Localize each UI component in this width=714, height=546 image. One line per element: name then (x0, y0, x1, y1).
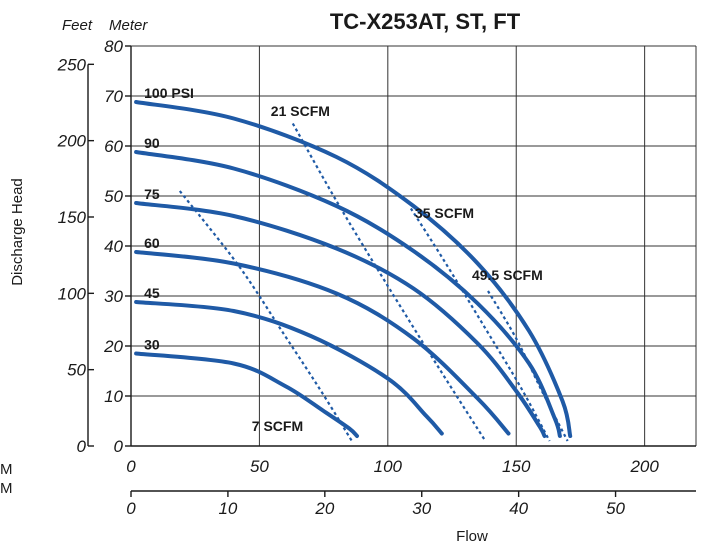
tick-label-meter-0: 0 (114, 437, 124, 456)
tick-label-meter-50: 50 (104, 187, 123, 206)
tick-label-x2-50: 50 (606, 499, 625, 518)
tick-label-meter-10: 10 (104, 387, 123, 406)
curve-60 (134, 250, 511, 436)
tick-label-meter-70: 70 (104, 87, 123, 106)
scfm-label-0: 7 SCFM (252, 418, 303, 434)
scfm-line-2 (409, 207, 551, 442)
scfm-line-1 (291, 122, 487, 442)
tick-label-meter-40: 40 (104, 237, 123, 256)
x-axis-title: Flow (456, 528, 488, 545)
curve-label-4: 45 (144, 285, 160, 301)
chart-title: TC-X253AT, ST, FT (330, 9, 521, 34)
tick-label-feet-150: 150 (58, 208, 87, 227)
tick-label-x-150: 150 (502, 457, 531, 476)
curve-label-0: 100 PSI (144, 85, 194, 101)
tick-label-meter-80: 80 (104, 37, 123, 56)
tick-label-x-200: 200 (629, 457, 659, 476)
axes (87, 46, 696, 492)
tick-label-x2-0: 0 (126, 499, 136, 518)
curve-30 (134, 351, 359, 438)
curve-label-2: 75 (144, 186, 160, 202)
psi-curves (134, 100, 573, 438)
tick-label-feet-0: 0 (77, 437, 87, 456)
scfm-label-3: 49.5 SCFM (472, 267, 543, 283)
stray-label-1: M (0, 461, 13, 478)
grid-lines (131, 45, 697, 446)
tick-label-x2-20: 20 (314, 499, 334, 518)
stray-label-2: M (0, 480, 13, 497)
curve-label-3: 60 (144, 235, 160, 251)
tick-label-x2-40: 40 (509, 499, 528, 518)
tick-label-x2-10: 10 (218, 499, 237, 518)
unit-label-meter: Meter (109, 17, 148, 34)
tick-label-feet-250: 250 (57, 55, 87, 74)
tick-label-x-50: 50 (250, 457, 269, 476)
curve-75 (134, 201, 547, 438)
curve-label-5: 30 (144, 337, 160, 353)
unit-label-feet: Feet (62, 17, 93, 34)
tick-label-meter-60: 60 (104, 137, 123, 156)
tick-label-feet-100: 100 (58, 284, 87, 303)
tick-label-x2-30: 30 (412, 499, 431, 518)
scfm-lines (178, 122, 569, 442)
curve-45 (134, 300, 444, 436)
curve-100-psi (134, 100, 573, 438)
tick-label-feet-200: 200 (57, 132, 87, 151)
tick-label-x-0: 0 (126, 457, 136, 476)
tick-label-meter-20: 20 (103, 337, 123, 356)
tick-label-feet-50: 50 (67, 361, 86, 380)
scfm-line-0 (178, 190, 353, 442)
scfm-label-1: 21 SCFM (271, 103, 330, 119)
curve-90 (134, 150, 562, 438)
scfm-label-2: 35 SCFM (415, 205, 474, 221)
tick-label-x-100: 100 (374, 457, 403, 476)
curve-label-1: 90 (144, 135, 160, 151)
tick-label-meter-30: 30 (104, 287, 123, 306)
curve-labels: 100 PSI 90 75 60 45 30 7 SCFM 21 SCFM 35 SCFM 49.… (144, 85, 543, 434)
scfm-line-3 (487, 290, 569, 442)
y-axis-title: Discharge Head (9, 178, 26, 286)
